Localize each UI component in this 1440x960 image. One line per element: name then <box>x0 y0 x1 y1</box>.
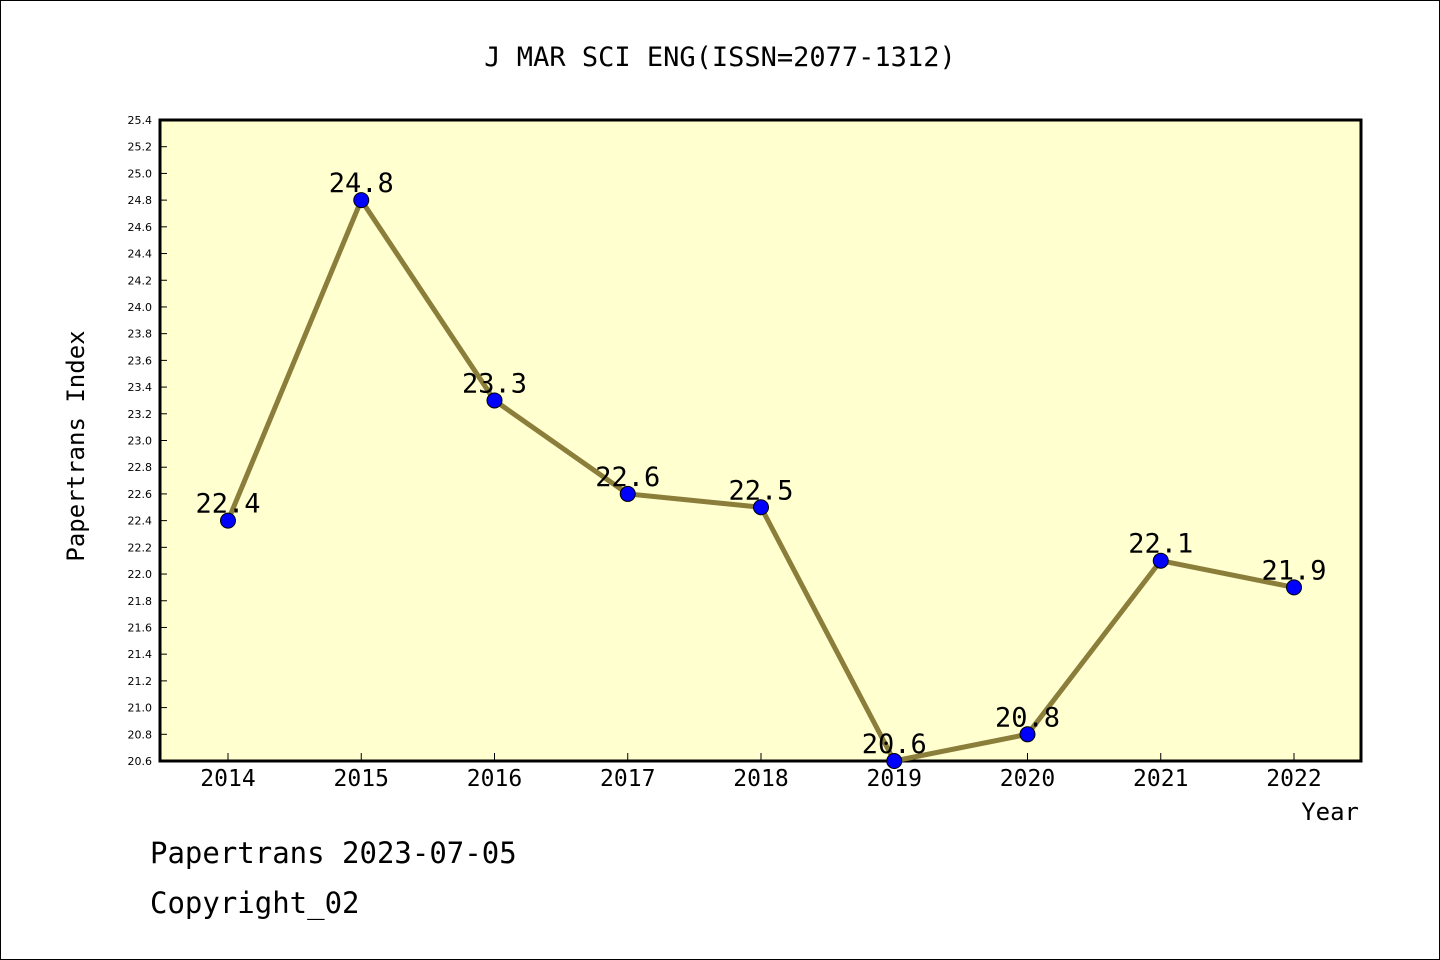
chart-title: J MAR SCI ENG(ISSN=2077-1312) <box>484 42 955 73</box>
x-axis-label: Year <box>1301 798 1359 826</box>
y-axis-ticks: 20.6 20.8 21.0 21.2 21.4 21.6 21.8 22.0 22.2 22.4… <box>128 114 167 768</box>
footer-date-text: Papertrans 2023-07-05 <box>150 836 517 870</box>
y-tick-label: 24.0 <box>128 301 153 314</box>
x-tick-label: 2015 <box>334 766 389 792</box>
data-value-label: 20.8 <box>995 702 1060 733</box>
data-point-marker <box>486 392 503 409</box>
plot-area <box>158 118 1363 763</box>
y-tick-label: 20.8 <box>128 728 153 741</box>
y-tick-label: 21.4 <box>128 648 153 661</box>
y-tick-label: 23.2 <box>128 408 153 421</box>
y-tick-label: 21.6 <box>128 621 153 634</box>
x-tick-label: 2020 <box>1000 766 1055 792</box>
data-value-label: 20.6 <box>862 729 927 760</box>
y-tick-label: 21.8 <box>128 595 153 608</box>
y-tick-label: 20.6 <box>128 755 153 768</box>
x-tick-label: 2018 <box>733 766 788 792</box>
data-value-label: 22.5 <box>728 475 793 506</box>
data-point-marker <box>353 192 370 209</box>
x-tick-label: 2019 <box>867 766 922 792</box>
data-value-label: 24.8 <box>329 168 394 199</box>
y-tick-label: 24.6 <box>128 221 153 234</box>
y-tick-label: 23.6 <box>128 354 153 367</box>
data-value-label: 22.6 <box>595 462 660 493</box>
data-point-marker <box>619 485 636 502</box>
data-point-marker <box>753 499 769 516</box>
x-tick-label: 2014 <box>200 766 255 792</box>
y-tick-label: 25.2 <box>128 141 153 154</box>
y-tick-label: 23.0 <box>128 435 153 448</box>
y-tick-label: 25.4 <box>128 114 153 127</box>
y-tick-label: 24.8 <box>128 194 153 207</box>
x-axis-ticks: 2014 2015 2016 2017 2018 2019 2020 2021 2022 <box>200 753 1322 792</box>
x-tick-label: 2022 <box>1266 766 1321 792</box>
x-tick-label: 2017 <box>600 766 655 792</box>
data-labels: 22.4 24.8 23.3 22.6 22.5 20.6 20.8 22.1 21.9 <box>195 168 1326 760</box>
data-value-label: 22.1 <box>1128 529 1193 560</box>
footer-copyright-text: Copyright_02 <box>150 886 360 920</box>
y-tick-label: 21.2 <box>128 675 153 688</box>
y-tick-label: 22.0 <box>128 568 153 581</box>
data-point-marker <box>220 512 236 529</box>
y-tick-label: 22.6 <box>128 488 153 501</box>
y-axis-label: Papertrans Index <box>62 330 90 561</box>
data-point-marker <box>886 753 903 769</box>
y-tick-label: 25.0 <box>128 167 153 180</box>
data-value-label: 21.9 <box>1261 555 1326 586</box>
data-value-label: 23.3 <box>462 368 527 399</box>
y-tick-label: 22.2 <box>128 541 153 554</box>
y-tick-label: 23.8 <box>128 328 153 341</box>
y-tick-label: 22.8 <box>128 461 153 474</box>
data-markers <box>220 192 1302 769</box>
y-tick-label: 21.0 <box>128 702 153 715</box>
y-tick-label: 24.2 <box>128 274 153 287</box>
y-tick-label: 22.4 <box>128 515 153 528</box>
x-tick-label: 2016 <box>467 766 522 792</box>
data-point-marker <box>1019 726 1036 743</box>
y-tick-label: 23.4 <box>128 381 153 394</box>
data-point-marker <box>1286 579 1302 596</box>
data-value-label: 22.4 <box>195 489 260 520</box>
y-tick-label: 24.4 <box>128 248 153 261</box>
x-tick-label: 2021 <box>1133 766 1188 792</box>
data-point-marker <box>1152 552 1169 569</box>
